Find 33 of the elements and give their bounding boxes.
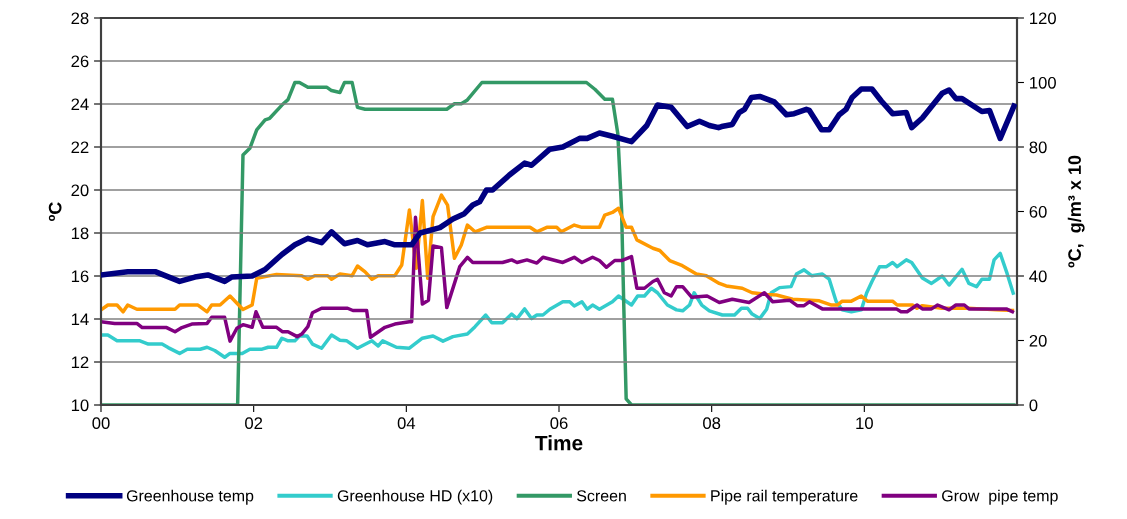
legend-label: Greenhouse HD (x10) <box>337 489 493 505</box>
y2-tick-label: 0 <box>1029 399 1038 412</box>
legend-label: Pipe rail temperature <box>711 489 858 505</box>
x-tick-label: 10 <box>856 417 873 430</box>
y-tick-label: 14 <box>71 313 89 326</box>
y-tick-label: 18 <box>71 227 89 240</box>
y-tick-label: 12 <box>71 356 89 369</box>
y-tick-label: 24 <box>71 98 89 111</box>
y-tick-label: 20 <box>71 184 89 197</box>
y2-tick-label: 120 <box>1030 12 1056 25</box>
legend-label: Grow pipe temp <box>942 489 1058 505</box>
y2-tick-label: 60 <box>1029 205 1047 218</box>
y-axis-title: ºC <box>48 202 62 221</box>
y2-tick-label: 80 <box>1029 141 1047 154</box>
y-tick-label: 22 <box>71 141 89 154</box>
y-tick-label: 10 <box>71 399 89 412</box>
line-series <box>101 251 1015 360</box>
y2-tick-label: 20 <box>1029 334 1047 347</box>
x-tick-label: 00 <box>92 417 110 430</box>
x-axis-title: Time <box>535 435 583 451</box>
y2-axis-title: ºC, g/m³ x 10 <box>1067 155 1085 268</box>
legend-label: Greenhouse temp <box>126 489 254 505</box>
y2-tick-label: 40 <box>1029 270 1047 283</box>
y-tick-label: 16 <box>71 270 89 283</box>
x-tick-label: 02 <box>245 417 263 430</box>
line-series <box>101 215 1015 343</box>
x-tick-label: 06 <box>550 417 568 430</box>
y-tick-label: 26 <box>71 55 89 68</box>
y-tick-label: 28 <box>71 12 89 25</box>
legend-label: Screen <box>577 490 626 502</box>
x-tick-label: 04 <box>397 417 416 430</box>
y2-tick-label: 100 <box>1030 76 1056 89</box>
x-tick-label: 08 <box>703 417 721 430</box>
